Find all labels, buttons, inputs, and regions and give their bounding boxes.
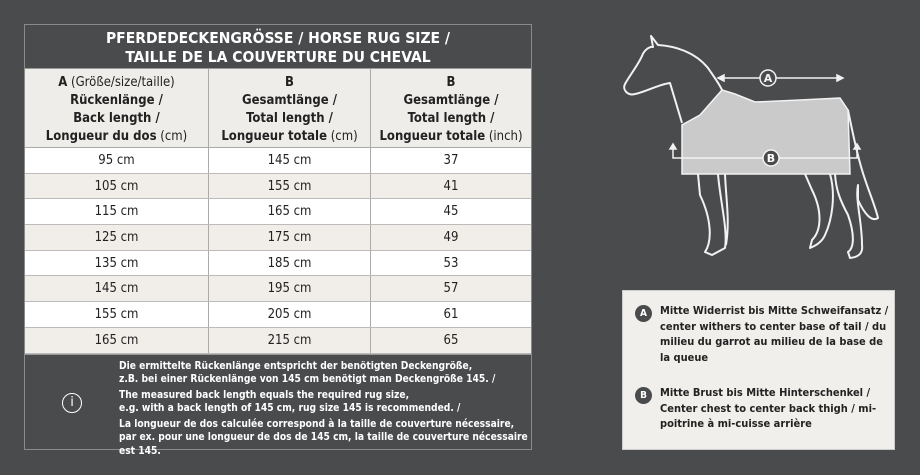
table-cell: 195 cm (209, 276, 371, 302)
info-icon: i (62, 392, 82, 413)
table-cell: 155 cm (209, 173, 371, 199)
column-header-back-length: A (Größe/size/taille) Rückenlänge / Back … (25, 69, 209, 147)
table-row: 165 cm 215 cm 65 (25, 327, 531, 354)
legend-b-text: Mitte Brust bis Mitte Hinterschenkel / C… (660, 386, 877, 430)
table-cell: 95 cm (25, 148, 209, 173)
table-cell: 185 cm (209, 250, 371, 276)
table-cell: 165 cm (25, 327, 209, 353)
table-cell: 145 cm (209, 148, 371, 173)
label-b: B (767, 152, 775, 165)
table-cell: 41 (443, 178, 459, 194)
table-cell: 45 (443, 204, 459, 220)
table-cell: 215 cm (209, 327, 371, 353)
rug-shape (681, 89, 851, 175)
horse-outline (623, 35, 879, 259)
note-en: The measured back length equals the requ… (119, 389, 461, 415)
table-cell: 135 cm (25, 250, 209, 276)
table-cell: 125 cm (25, 225, 209, 250)
badge-a-icon: A (635, 305, 652, 322)
table-row: 95 cm 145 cm 37 (25, 148, 531, 174)
column-header-total-length-inch: B Gesamtlänge / Total length / Longueur t… (379, 75, 523, 144)
table-cell: 165 cm (209, 199, 371, 225)
table-cell: 37 (443, 153, 459, 168)
table-cell: 61 (443, 307, 459, 323)
table-row: 135 cm 185 cm 53 (25, 250, 531, 277)
table-title: PFERDEDECKENGRÖSSE / HORSE RUG SIZE / TA… (25, 25, 531, 69)
table-cell: 57 (443, 281, 459, 297)
label-a: A (764, 72, 773, 85)
table-row: 155 cm 205 cm 61 (25, 302, 531, 328)
legend-box: A Mitte Widerrist bis Mitte Schweifansat… (622, 290, 895, 450)
info-note: i Die ermittelte Rückenlänge entspricht … (25, 353, 531, 457)
table-cell: 105 cm (25, 173, 209, 199)
table-cell: 115 cm (25, 199, 209, 225)
note-de: Die ermittelte Rückenlänge entspricht de… (119, 360, 496, 386)
table-cell: 65 (443, 332, 459, 348)
table-cell: 205 cm (209, 302, 371, 327)
table-row: 125 cm 175 cm 49 (25, 225, 531, 251)
table-cell: 53 (443, 255, 459, 271)
horse-diagram: A B (623, 35, 879, 259)
table-row: 145 cm 195 cm 57 (25, 276, 531, 303)
table-body: 95 cm 145 cm 37 105 cm 155 cm 41 115 cm 165 cm 4… (25, 148, 531, 354)
table-cell: 145 cm (25, 276, 209, 302)
column-header-total-length-cm: B Gesamtlänge / Total length / Longueur t… (209, 69, 371, 147)
table-cell: 155 cm (25, 302, 209, 327)
measure-a: A (716, 69, 845, 87)
measure-b: B (668, 142, 862, 167)
table-header: A (Größe/size/taille) Rückenlänge / Back … (25, 69, 531, 148)
table-row: 105 cm 155 cm 41 (25, 173, 531, 200)
table-row: 115 cm 165 cm 45 (25, 199, 531, 226)
size-table: PFERDEDECKENGRÖSSE / HORSE RUG SIZE / TA… (24, 24, 532, 457)
note-fr: La longueur de dos calculée correspond à… (119, 418, 528, 458)
table-cell: 175 cm (209, 225, 371, 250)
table-cell: 49 (443, 230, 459, 246)
badge-b-icon: B (635, 387, 652, 404)
legend-a-text: Mitte Widerrist bis Mitte Schweifansatz … (660, 304, 889, 364)
